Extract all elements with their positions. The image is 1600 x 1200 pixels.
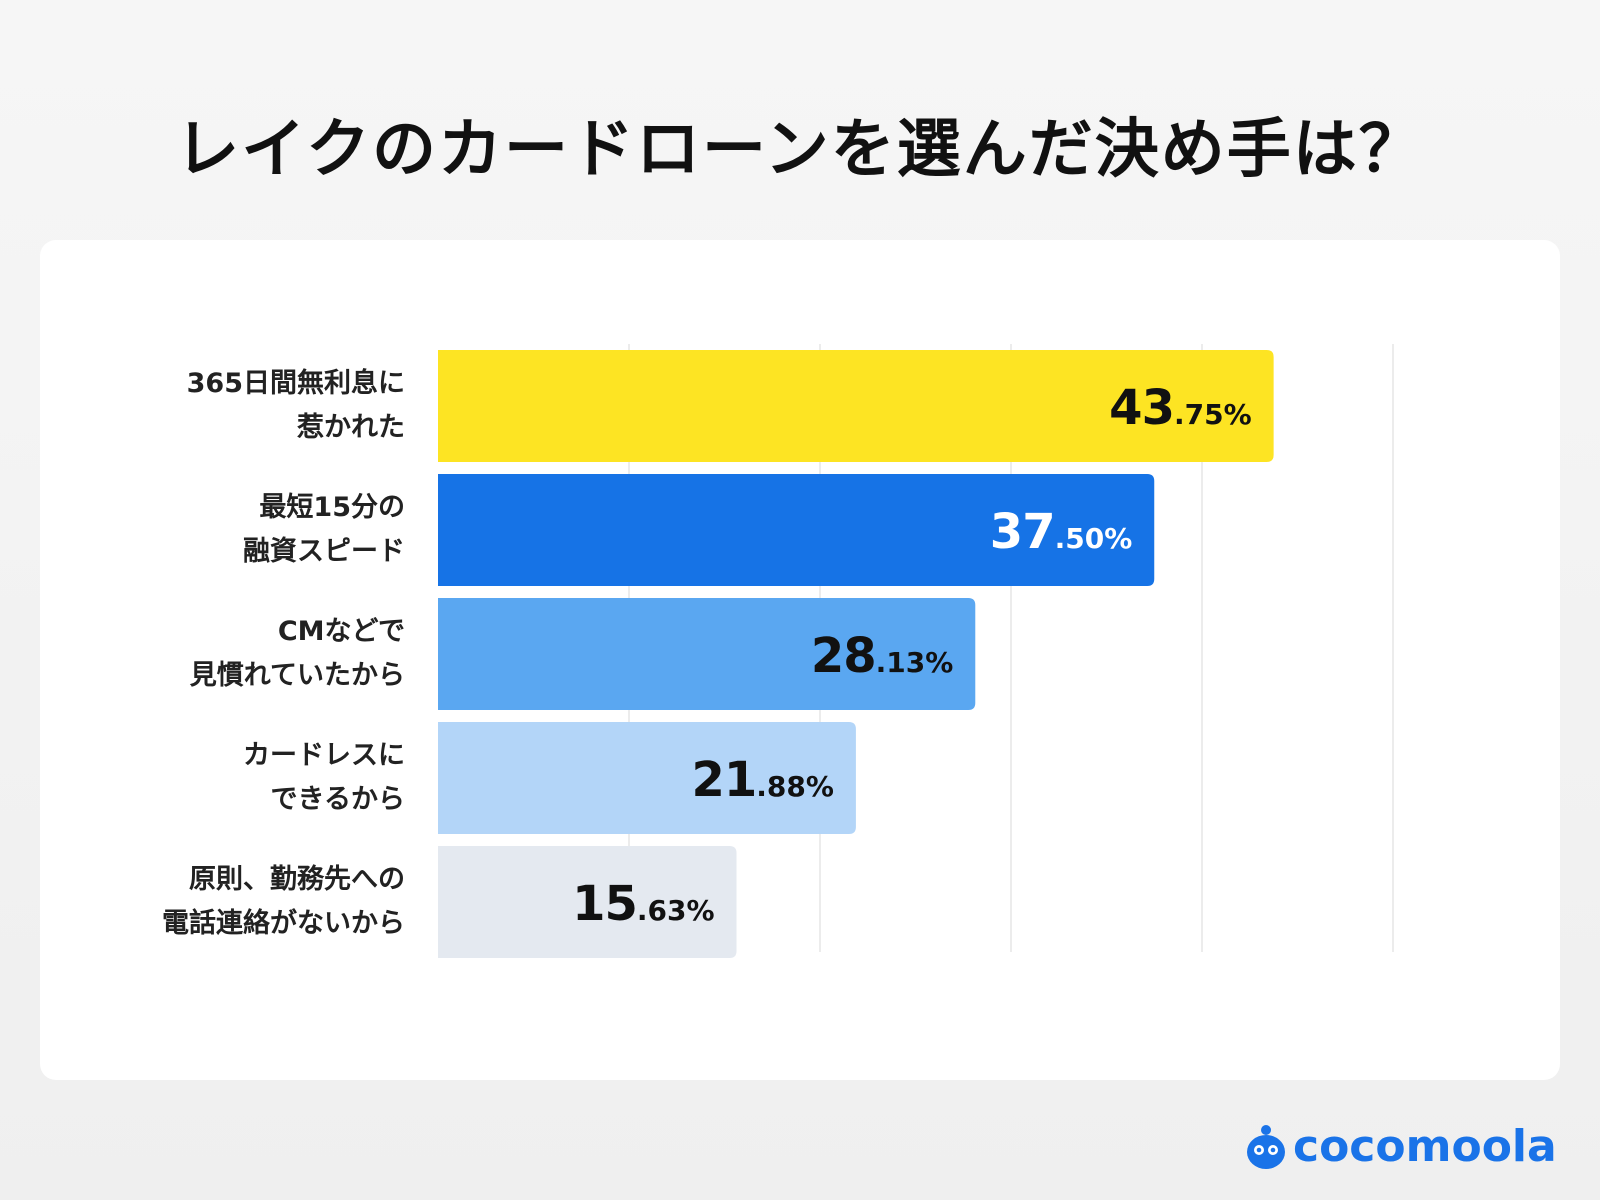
category-label-line: CMなどで (277, 616, 405, 647)
value-label-4: 21.88% (691, 752, 833, 808)
category-label-line: 最短15分の (259, 492, 405, 523)
category-label-5: 原則、勤務先への電話連絡がないから (45, 858, 405, 946)
bar-5 (438, 846, 737, 958)
value-label-3: 28.13% (811, 628, 953, 684)
bar-1 (438, 350, 1274, 462)
bar-3 (438, 598, 976, 710)
category-label-line: 惹かれた (297, 412, 405, 443)
category-label-line: 原則、勤務先への (189, 864, 405, 895)
value-label-5: 15.63% (572, 876, 714, 932)
chart-card: 43.75% 37.50% 28.13% 21.88% 15.63% (40, 240, 1560, 1080)
category-label-line: 365日間無利息に (186, 368, 405, 399)
category-label-2: 最短15分の融資スピード (45, 486, 405, 574)
bar-chart: 43.75% 37.50% 28.13% 21.88% 15.63% (438, 344, 1394, 958)
bar-2 (438, 474, 1155, 586)
brand-name: cocomoola (1293, 1120, 1557, 1172)
category-label-line: 見慣れていたから (189, 660, 405, 691)
value-label-2: 37.50% (990, 504, 1132, 560)
category-label-line: できるから (270, 784, 405, 815)
category-label-line: 電話連絡がないから (162, 908, 405, 939)
category-label-1: 365日間無利息に惹かれた (45, 362, 405, 450)
category-label-4: カードレスにできるから (45, 734, 405, 822)
category-label-line: 融資スピード (243, 536, 405, 567)
category-label-line: カードレスに (243, 740, 405, 771)
bar-4 (438, 722, 856, 834)
chart-title: レイクのカードローンを選んだ決め手は？ (175, 113, 1425, 187)
brand-logo: cocomoola (1245, 1116, 1557, 1176)
mascot-icon (1247, 1125, 1285, 1169)
value-label-1: 43.75% (1109, 380, 1251, 436)
category-label-3: CMなどで見慣れていたから (45, 610, 405, 698)
